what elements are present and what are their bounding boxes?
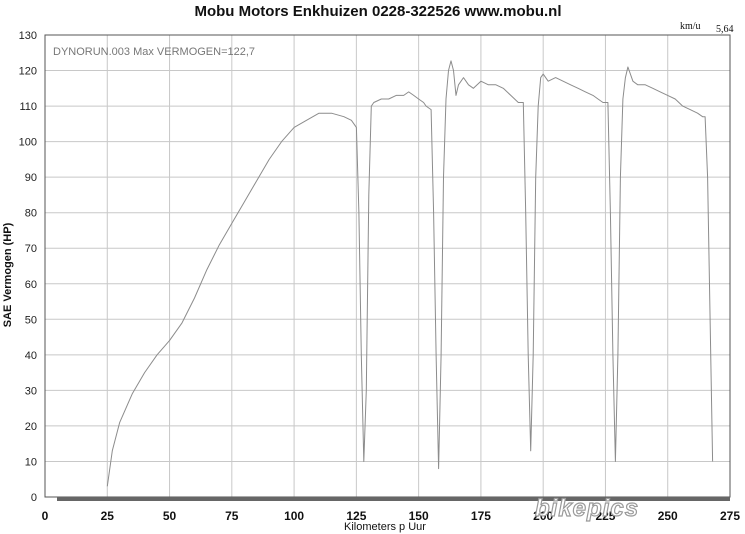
y-tick-label: 90	[25, 172, 37, 184]
dynorun-annotation: DYNORUN.003 Max VERMOGEN=122,7	[53, 46, 255, 58]
x-tick-label: 225	[595, 509, 615, 523]
y-tick-label: 120	[19, 66, 37, 78]
power-curve-line	[106, 60, 714, 487]
bikepics-watermark: bikepics	[535, 495, 639, 522]
x-axis-band-fill	[57, 497, 730, 501]
x-tick-label: 50	[163, 509, 177, 523]
x-tick-labels: 0 25 50 75 100 125 150 175 200 225 250 275	[42, 509, 741, 523]
x-tick-label: 0	[42, 509, 49, 523]
y-tick-label: 30	[25, 385, 37, 397]
y-tick-label: 100	[19, 137, 37, 149]
x-tick-label: 75	[225, 509, 239, 523]
y-tick-label: 70	[25, 243, 37, 255]
corner-unit: km/u	[680, 21, 701, 32]
y-tick-label: 20	[25, 421, 37, 433]
x-tick-label: 150	[409, 509, 429, 523]
series-group	[106, 60, 714, 487]
x-tick-label: 25	[101, 509, 115, 523]
y-tick-label: 40	[25, 350, 37, 362]
y-tick-label: 50	[25, 314, 37, 326]
x-axis-label: Kilometers p Uur	[344, 521, 426, 533]
x-axis-band	[57, 497, 730, 501]
y-tick-label: 130	[19, 30, 37, 42]
y-tick-label: 0	[31, 492, 37, 504]
x-tick-label: 200	[533, 509, 553, 523]
y-tick-label: 60	[25, 279, 37, 291]
x-tick-label: 100	[284, 509, 304, 523]
chart-title: Mobu Motors Enkhuizen 0228-322526 www.mo…	[194, 3, 561, 20]
x-tick-label: 275	[720, 509, 740, 523]
y-tick-label: 10	[25, 456, 37, 468]
y-tick-label: 80	[25, 208, 37, 220]
plot-frame	[44, 34, 731, 498]
y-axis-label: SAE Vermogen (HP)	[2, 222, 14, 327]
y-tick-labels: 0 10 20 30 40 50 60 70 80 90 100 110 120 130	[19, 30, 37, 504]
x-tick-label: 250	[658, 509, 678, 523]
x-tick-label: 175	[471, 509, 491, 523]
x-tick-label: 125	[346, 509, 366, 523]
corner-value: 5,64	[716, 24, 734, 35]
grid	[44, 34, 731, 498]
y-tick-label: 110	[19, 101, 37, 113]
